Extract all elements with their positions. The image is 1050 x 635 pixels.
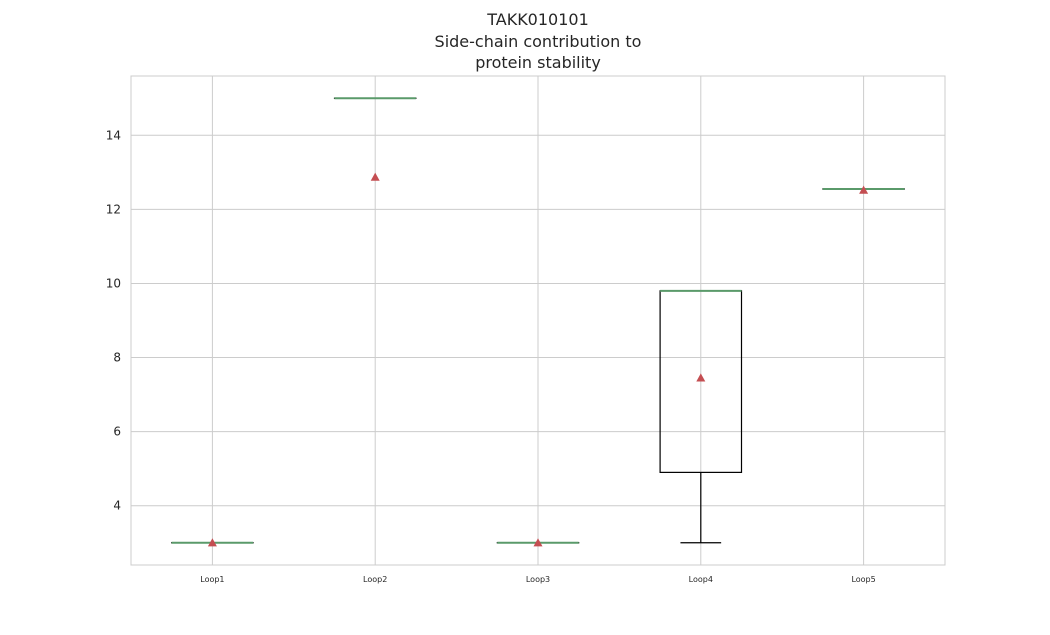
chart-title: TAKK010101 Side-chain contribution to pr… — [435, 10, 642, 72]
chart-title-line-1: TAKK010101 — [486, 10, 589, 29]
y-tick-label: 12 — [106, 202, 121, 216]
box-loop5 — [822, 185, 905, 194]
x-tick-label: Loop2 — [363, 575, 387, 584]
mean-marker — [207, 538, 217, 547]
box-loop3 — [496, 538, 580, 547]
plot-area: 4 6 8 10 12 14 Loop1 Loop2 Loop3 Loop4 Loop5 — [106, 75, 946, 584]
mean-marker — [859, 185, 869, 194]
mean-marker — [370, 172, 380, 181]
x-tick-label: Loop1 — [200, 575, 224, 584]
mean-marker — [696, 373, 706, 382]
x-tick-label: Loop3 — [526, 575, 550, 584]
chart-title-line-2: Side-chain contribution to — [435, 32, 642, 51]
y-tick-label: 14 — [106, 128, 121, 142]
box-loop2 — [333, 97, 417, 181]
y-tick-label: 8 — [113, 351, 121, 365]
mean-marker — [533, 538, 543, 547]
x-tick-label: Loop5 — [851, 575, 875, 584]
y-tick-label: 4 — [113, 499, 121, 513]
x-tick-label: Loop4 — [689, 575, 713, 584]
box-loop1 — [171, 538, 254, 547]
y-tick-label: 10 — [106, 276, 121, 290]
y-tick-label: 6 — [113, 425, 121, 439]
plot-frame — [130, 75, 946, 566]
chart-title-line-3: protein stability — [475, 53, 601, 72]
box-loop4 — [659, 289, 743, 544]
